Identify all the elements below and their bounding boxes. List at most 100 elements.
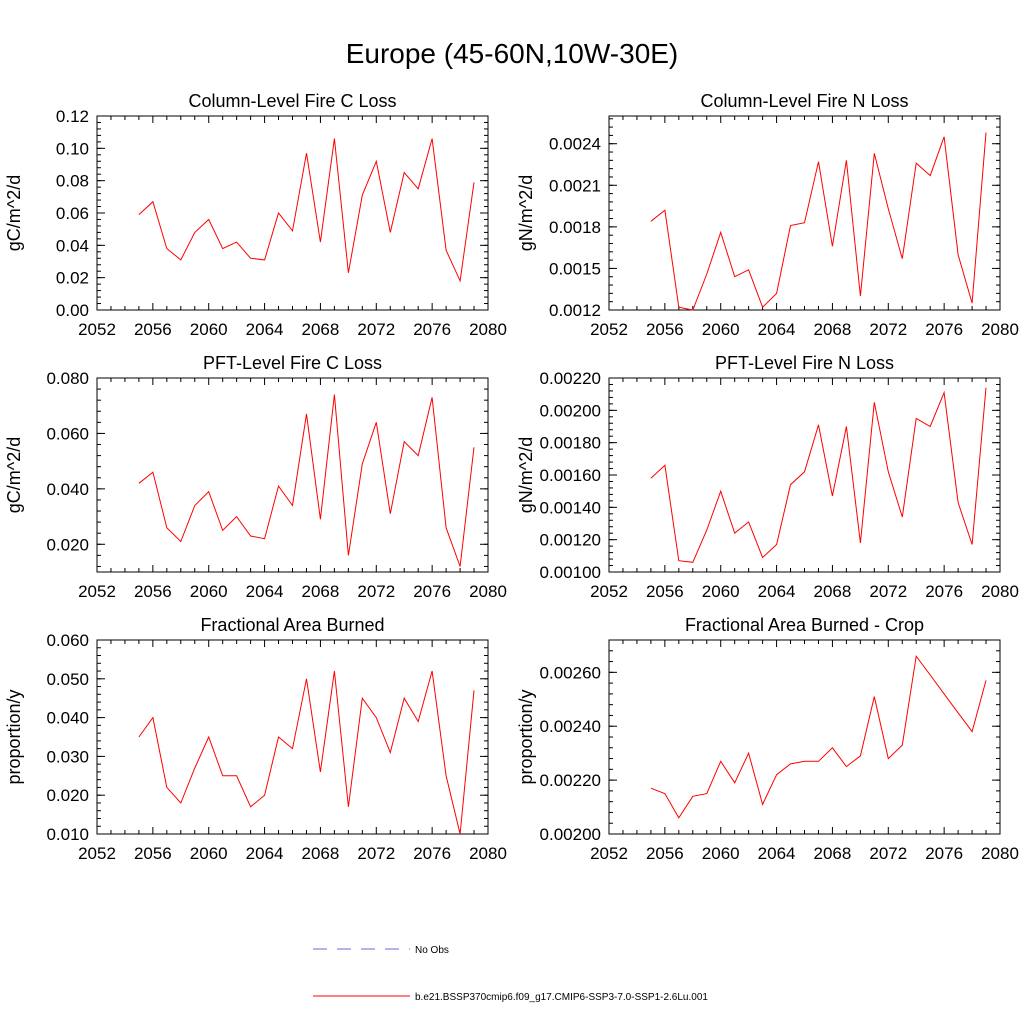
y-tick-label: 0.02 bbox=[56, 269, 89, 288]
x-tick-label: 2052 bbox=[78, 582, 116, 601]
x-tick-label: 2056 bbox=[646, 582, 684, 601]
x-tick-label: 2076 bbox=[925, 582, 963, 601]
x-tick-label: 2076 bbox=[413, 320, 451, 339]
x-tick-label: 2068 bbox=[814, 582, 852, 601]
chart-panel-2: Column-Level Fire N Loss gN/m^2/d 2052 2056… bbox=[516, 91, 1019, 339]
x-tick-label: 2060 bbox=[702, 320, 740, 339]
x-tick-label: 2068 bbox=[302, 844, 340, 863]
y-tick-label: 0.00140 bbox=[540, 498, 601, 517]
y-tick-label: 0.080 bbox=[46, 369, 89, 388]
plot-frame bbox=[608, 639, 1001, 835]
y-tick-label: 0.00 bbox=[56, 301, 89, 320]
x-tick-label: 2072 bbox=[357, 320, 395, 339]
chart-panel-6: Fractional Area Burned - Crop proportion/… bbox=[516, 615, 1019, 863]
y-tick-label: 0.00160 bbox=[540, 466, 601, 485]
x-tick-label: 2068 bbox=[814, 320, 852, 339]
model-series-line bbox=[650, 387, 987, 563]
x-tick-label: 2080 bbox=[981, 582, 1019, 601]
y-tick-label: 0.0024 bbox=[549, 135, 601, 154]
y-tick-label: 0.04 bbox=[56, 236, 89, 255]
x-tick-label: 2080 bbox=[469, 844, 507, 863]
panel-title: Column-Level Fire C Loss bbox=[188, 91, 396, 111]
x-tick-label: 2068 bbox=[302, 320, 340, 339]
y-tick-label: 0.0018 bbox=[549, 218, 601, 237]
model-series-line bbox=[650, 654, 987, 819]
y-tick-label: 0.00200 bbox=[540, 825, 601, 844]
figure-title: Europe (45-60N,10W-30E) bbox=[345, 38, 679, 69]
y-tick-label: 0.060 bbox=[46, 424, 89, 443]
y-tick-label: 0.00220 bbox=[540, 369, 601, 388]
y-tick-label: 0.040 bbox=[46, 480, 89, 499]
model-series-line bbox=[138, 670, 475, 835]
x-tick-label: 2076 bbox=[413, 844, 451, 863]
y-tick-label: 0.10 bbox=[56, 139, 89, 158]
plot-frame bbox=[96, 639, 489, 835]
legend: No Obs b.e21.BSSP370cmip6.f09_g17.CMIP6-… bbox=[313, 945, 708, 1003]
x-tick-label: 2060 bbox=[190, 582, 228, 601]
y-axis-label: gN/m^2/d bbox=[516, 175, 536, 251]
y-tick-label: 0.040 bbox=[46, 709, 89, 728]
x-tick-label: 2072 bbox=[869, 582, 907, 601]
x-tick-label: 2064 bbox=[758, 844, 796, 863]
chart-panel-4: PFT-Level Fire N Loss gN/m^2/d 2052 2056 206… bbox=[516, 353, 1019, 601]
model-series-line bbox=[138, 138, 475, 283]
x-tick-label: 2060 bbox=[702, 844, 740, 863]
y-tick-label: 0.06 bbox=[56, 204, 89, 223]
chart-panel-3: PFT-Level Fire C Loss gC/m^2/d 2052 2056 206… bbox=[4, 353, 507, 601]
y-tick-label: 0.00200 bbox=[540, 401, 601, 420]
x-tick-label: 2056 bbox=[134, 844, 172, 863]
plot-frame bbox=[96, 115, 489, 311]
x-tick-label: 2076 bbox=[925, 320, 963, 339]
chart-panel-1: Column-Level Fire C Loss gC/m^2/d 2052 2056… bbox=[4, 91, 507, 339]
x-tick-label: 2072 bbox=[357, 844, 395, 863]
y-tick-label: 0.00100 bbox=[540, 563, 601, 582]
y-tick-label: 0.030 bbox=[46, 747, 89, 766]
panels: Column-Level Fire C Loss gC/m^2/d 2052 2056… bbox=[4, 91, 1019, 863]
x-tick-label: 2064 bbox=[758, 582, 796, 601]
panel-title: Fractional Area Burned bbox=[200, 615, 384, 635]
x-tick-label: 2072 bbox=[869, 844, 907, 863]
y-tick-label: 0.020 bbox=[46, 786, 89, 805]
x-tick-label: 2080 bbox=[981, 844, 1019, 863]
legend-obs-label: No Obs bbox=[415, 945, 449, 956]
x-tick-label: 2052 bbox=[590, 320, 628, 339]
x-tick-label: 2080 bbox=[469, 582, 507, 601]
panel-title: PFT-Level Fire N Loss bbox=[715, 353, 894, 373]
y-tick-label: 0.0012 bbox=[549, 301, 601, 320]
legend-model-label: b.e21.BSSP370cmip6.f09_g17.CMIP6-SSP3-7.… bbox=[415, 992, 708, 1003]
x-tick-label: 2080 bbox=[469, 320, 507, 339]
y-tick-label: 0.00240 bbox=[540, 717, 601, 736]
x-tick-label: 2056 bbox=[134, 582, 172, 601]
x-tick-label: 2052 bbox=[78, 844, 116, 863]
x-tick-label: 2060 bbox=[702, 582, 740, 601]
y-tick-label: 0.00260 bbox=[540, 663, 601, 682]
x-tick-label: 2052 bbox=[590, 844, 628, 863]
x-tick-label: 2064 bbox=[246, 582, 284, 601]
y-tick-label: 0.010 bbox=[46, 825, 89, 844]
x-tick-label: 2052 bbox=[590, 582, 628, 601]
x-tick-label: 2068 bbox=[302, 582, 340, 601]
x-tick-label: 2080 bbox=[981, 320, 1019, 339]
model-series-line bbox=[650, 132, 987, 311]
y-tick-label: 0.0015 bbox=[549, 259, 601, 278]
panel-title: Column-Level Fire N Loss bbox=[700, 91, 908, 111]
x-tick-label: 2060 bbox=[190, 320, 228, 339]
x-tick-label: 2060 bbox=[190, 844, 228, 863]
x-tick-label: 2052 bbox=[78, 320, 116, 339]
y-axis-label: proportion/y bbox=[516, 689, 536, 784]
x-tick-label: 2056 bbox=[134, 320, 172, 339]
y-axis-label: gN/m^2/d bbox=[516, 437, 536, 513]
panel-title: Fractional Area Burned - Crop bbox=[685, 615, 924, 635]
x-tick-label: 2056 bbox=[646, 320, 684, 339]
y-tick-label: 0.060 bbox=[46, 631, 89, 650]
y-tick-label: 0.050 bbox=[46, 670, 89, 689]
x-tick-label: 2072 bbox=[357, 582, 395, 601]
y-axis-label: proportion/y bbox=[4, 689, 24, 784]
y-tick-label: 0.00180 bbox=[540, 434, 601, 453]
y-tick-label: 0.12 bbox=[56, 107, 89, 126]
x-tick-label: 2076 bbox=[925, 844, 963, 863]
x-tick-label: 2056 bbox=[646, 844, 684, 863]
panel-title: PFT-Level Fire C Loss bbox=[203, 353, 382, 373]
x-tick-label: 2064 bbox=[246, 320, 284, 339]
